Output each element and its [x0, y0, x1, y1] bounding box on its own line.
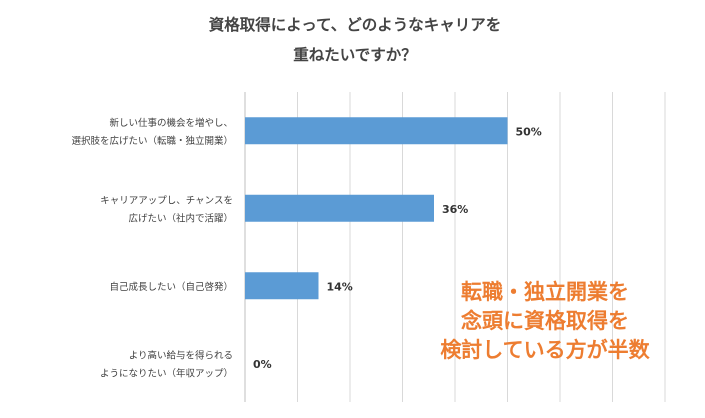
category-tick-label: キャリアアップし、チャンスを [100, 195, 233, 206]
chart-title: 資格取得によって、どのようなキャリアを 重ねたいですか？ [140, 10, 570, 70]
highlight-line: 念頭に資格取得を [461, 309, 629, 333]
highlight-line: 検討している方が半数 [440, 338, 650, 362]
chart-title-line: 重ねたいですか？ [293, 46, 417, 64]
data-label: 0% [253, 358, 272, 371]
data-label: 36% [442, 203, 468, 216]
bar [245, 272, 319, 300]
category-tick-label: 広げたい（社内で活躍） [128, 212, 233, 224]
category-tick-label: ようになりたい（年収アップ） [100, 367, 233, 379]
bar [245, 194, 434, 222]
category-tick-label: 新しい仕事の機会を増やし、 [109, 117, 233, 129]
highlight-line: 転職・独立開業を [461, 280, 629, 304]
category-tick-label: 選択肢を広げたい（転職・独立開業） [71, 135, 233, 147]
category-tick-label: より高い給与を得られる [129, 349, 233, 361]
bar [245, 117, 508, 145]
category-tick-label: 自己成長したい（自己啓発） [109, 281, 233, 293]
data-label: 14% [327, 280, 353, 293]
chart-title-line: 資格取得によって、どのようなキャリアを [208, 16, 502, 34]
highlight-callout: 転職・独立開業を 念頭に資格取得を 検討している方が半数 [400, 278, 690, 365]
data-label: 50% [516, 125, 542, 138]
